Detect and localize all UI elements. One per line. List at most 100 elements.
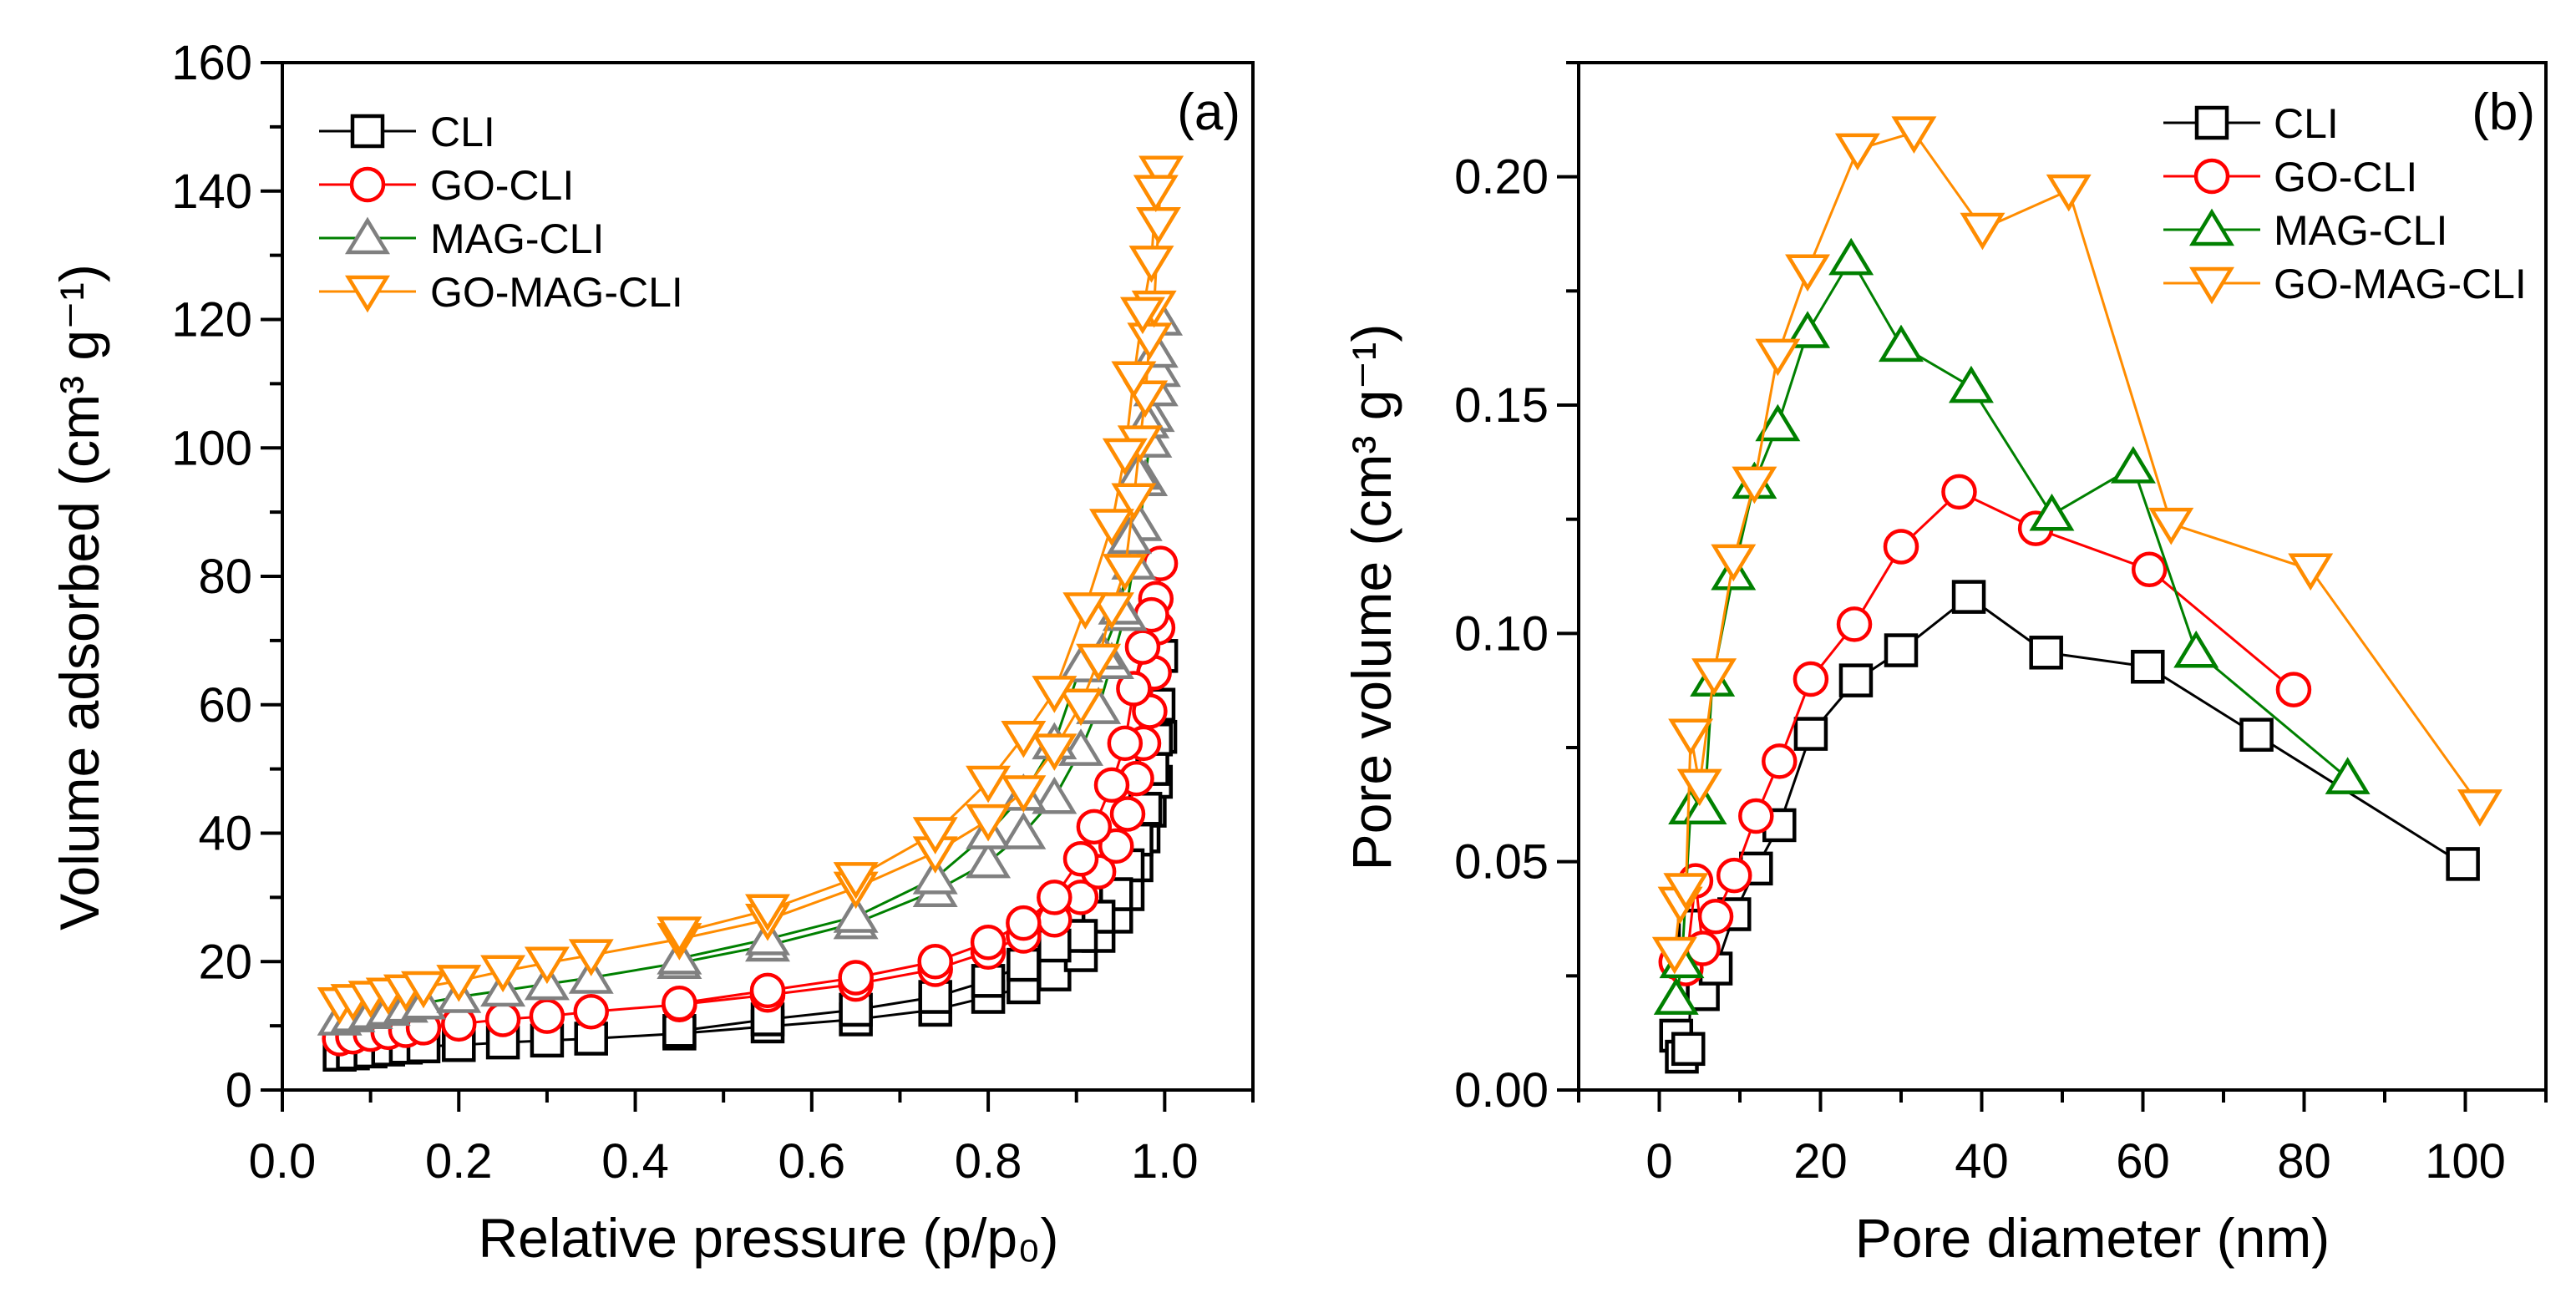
y-tick-label: 0.20 bbox=[1454, 150, 1549, 205]
data-point bbox=[1138, 155, 1184, 194]
data-point bbox=[1651, 936, 1697, 975]
x-tick-label: 0 bbox=[1645, 1134, 1672, 1189]
data-point bbox=[971, 964, 1006, 998]
data-point bbox=[1098, 828, 1134, 864]
legend-marker bbox=[350, 114, 385, 149]
data-point bbox=[1133, 175, 1179, 213]
x-tick-label: 0.6 bbox=[778, 1134, 845, 1189]
legend-label: GO-MAG-CLI bbox=[2274, 261, 2527, 307]
data-point bbox=[568, 939, 614, 976]
data-point bbox=[1676, 768, 1722, 807]
data-point bbox=[1732, 466, 1777, 504]
data-point bbox=[2173, 630, 2219, 668]
series-go-cli bbox=[1658, 474, 2312, 986]
data-point bbox=[1951, 580, 1986, 614]
data-point bbox=[1948, 365, 1994, 403]
panel-label: (b) bbox=[2472, 84, 2535, 141]
x-tick-label: 0.4 bbox=[601, 1134, 669, 1189]
data-point bbox=[573, 993, 609, 1030]
data-point bbox=[1828, 237, 1874, 276]
legend-marker bbox=[345, 275, 390, 313]
data-point bbox=[1111, 483, 1157, 521]
y-tick-label: 120 bbox=[171, 293, 252, 347]
series-go-mag-cli bbox=[1651, 116, 2502, 975]
x-tick-label: 20 bbox=[1793, 1134, 1848, 1189]
data-point bbox=[1001, 720, 1047, 758]
y-tick-label: 0.05 bbox=[1454, 835, 1549, 890]
data-point bbox=[1653, 977, 1699, 1015]
data-point bbox=[1793, 717, 1828, 751]
data-point bbox=[1762, 743, 1798, 779]
data-point bbox=[2131, 551, 2168, 588]
series-line-curve bbox=[1675, 490, 2295, 971]
legend-item: MAG-CLI bbox=[319, 215, 604, 262]
x-tick-label: 1.0 bbox=[1131, 1134, 1199, 1189]
legend-marker bbox=[349, 166, 386, 203]
legend-item: GO-CLI bbox=[319, 162, 574, 209]
x-tick-label: 100 bbox=[2425, 1134, 2506, 1189]
data-point bbox=[912, 817, 958, 854]
data-point bbox=[1032, 733, 1078, 771]
data-point bbox=[912, 856, 958, 895]
data-point bbox=[1785, 311, 1831, 348]
data-point bbox=[2110, 446, 2156, 484]
legend-label: CLI bbox=[430, 109, 495, 155]
data-point bbox=[1124, 629, 1161, 665]
data-point bbox=[1834, 133, 1880, 171]
data-point bbox=[1109, 796, 1146, 832]
data-point bbox=[833, 895, 879, 933]
data-point bbox=[657, 916, 702, 955]
data-point bbox=[749, 972, 786, 1009]
y-tick-label: 0.00 bbox=[1454, 1063, 1549, 1118]
data-point bbox=[833, 862, 879, 900]
data-point bbox=[838, 960, 874, 996]
legend-label: MAG-CLI bbox=[2274, 207, 2447, 254]
data-point bbox=[1941, 474, 1977, 510]
legend-marker bbox=[2189, 266, 2234, 305]
y-tick-label: 100 bbox=[171, 421, 252, 475]
data-point bbox=[1891, 116, 1937, 154]
data-point bbox=[1037, 880, 1072, 915]
data-point bbox=[401, 971, 447, 1009]
data-point bbox=[1058, 688, 1104, 727]
y-tick-label: 80 bbox=[198, 550, 252, 604]
legend-item: GO-CLI bbox=[2163, 154, 2417, 200]
x-axis-title: Pore diameter (nm) bbox=[1855, 1207, 2330, 1269]
data-point bbox=[1691, 658, 1737, 696]
data-point bbox=[1884, 633, 1919, 667]
data-point bbox=[1088, 509, 1134, 546]
data-point bbox=[662, 985, 697, 1022]
data-point bbox=[1785, 254, 1831, 292]
data-point bbox=[917, 944, 953, 980]
y-tick-label: 40 bbox=[198, 807, 252, 861]
y-tick-label: 0.15 bbox=[1454, 378, 1549, 433]
data-point bbox=[1668, 718, 1714, 757]
data-point bbox=[745, 894, 790, 932]
data-point bbox=[1001, 775, 1047, 813]
legend-item: CLI bbox=[319, 109, 495, 155]
data-point bbox=[1006, 905, 1042, 941]
data-point bbox=[2288, 553, 2334, 591]
y-tick-label: 60 bbox=[198, 678, 252, 733]
data-point bbox=[1671, 1032, 1706, 1067]
y-tick-label: 20 bbox=[198, 935, 252, 989]
x-tick-label: 0.2 bbox=[425, 1134, 493, 1189]
data-point bbox=[1738, 798, 1774, 834]
data-point bbox=[2029, 636, 2063, 670]
data-point bbox=[1838, 663, 1874, 697]
data-point bbox=[1711, 544, 1757, 582]
data-point bbox=[2325, 757, 2371, 794]
legend-item: MAG-CLI bbox=[2163, 207, 2447, 254]
data-point bbox=[1076, 809, 1113, 845]
data-point bbox=[529, 998, 565, 1034]
data-point bbox=[1102, 554, 1148, 591]
data-point bbox=[1135, 206, 1181, 245]
data-point bbox=[2457, 789, 2502, 827]
y-tick-label: 160 bbox=[171, 36, 252, 90]
data-point bbox=[966, 840, 1012, 879]
y-axis-title: Pore volume (cm³ g⁻¹) bbox=[1341, 324, 1402, 871]
data-point bbox=[1088, 592, 1134, 630]
data-point bbox=[2239, 717, 2274, 752]
data-point bbox=[480, 955, 526, 993]
